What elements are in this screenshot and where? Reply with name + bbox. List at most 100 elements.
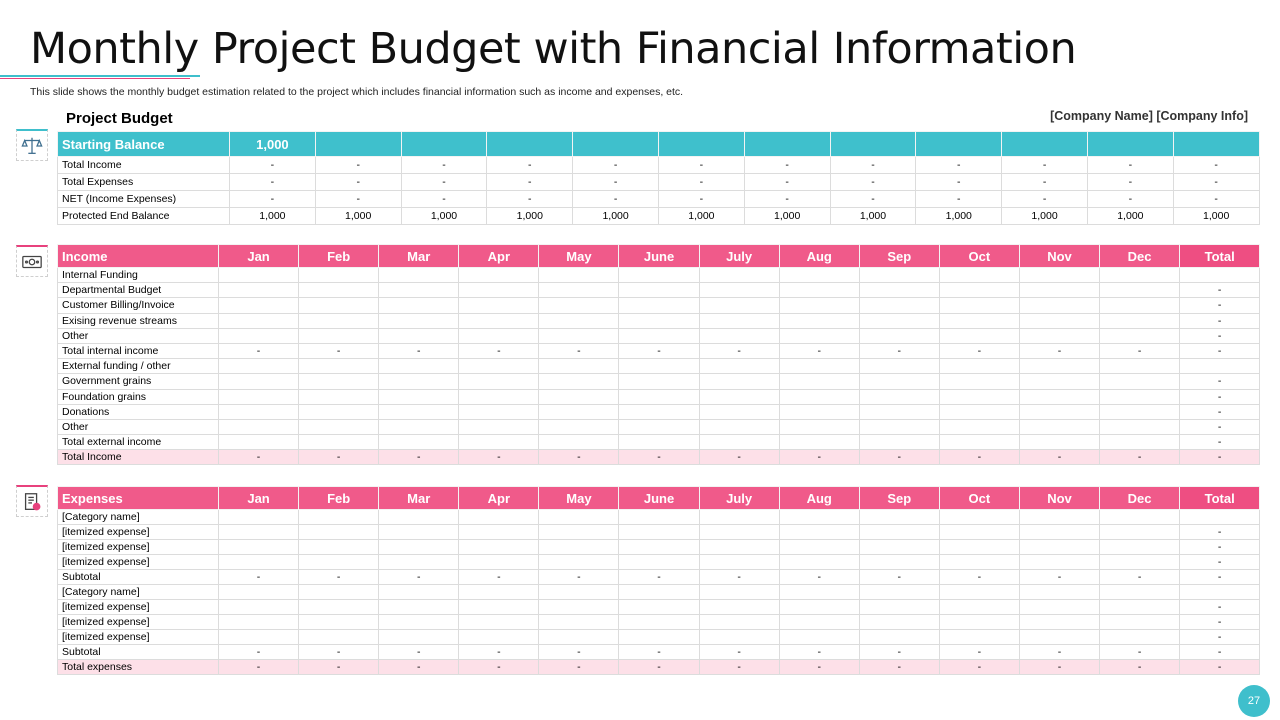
table-cell (538, 388, 620, 405)
table-cell (698, 312, 780, 329)
table-cell: - (778, 449, 860, 466)
table-cell (298, 403, 380, 420)
table-row: Exising revenue streams - (57, 312, 1261, 329)
table-cell: - (1179, 524, 1261, 540)
expenses-header-row: Expenses Jan Feb Mar Apr May June July Aug Sep Oct… (57, 486, 1261, 510)
row-label: Total expenses (57, 659, 219, 675)
table-cell (1099, 266, 1181, 284)
table-cell (217, 266, 300, 284)
table-cell (618, 524, 700, 540)
table-cell: - (486, 156, 574, 174)
table-cell: - (314, 156, 402, 174)
table-cell: - (1099, 449, 1181, 466)
table-cell (298, 539, 380, 555)
table-cell (378, 388, 460, 405)
table-cell (458, 312, 540, 329)
table-cell (458, 584, 540, 600)
table-cell (298, 388, 380, 405)
expenses-header-cell: Aug (778, 486, 860, 510)
table-row: [itemized expense] - (57, 614, 1261, 630)
table-cell (618, 418, 700, 436)
income-header-row: Income Jan Feb Mar Apr May June July Aug Sep Oct No… (57, 244, 1261, 268)
table-cell (298, 509, 380, 525)
table-row: [itemized expense] - (57, 599, 1261, 615)
table-cell: - (915, 190, 1003, 208)
table-cell: - (1179, 373, 1261, 390)
row-label: External funding / other (57, 358, 219, 375)
expenses-header-cell: July (698, 486, 780, 510)
table-cell (1179, 358, 1261, 375)
table-cell: - (1179, 449, 1261, 466)
table-cell (698, 403, 780, 420)
income-header-cell: June (618, 244, 700, 268)
table-cell (1018, 599, 1101, 615)
table-cell (618, 434, 700, 451)
table-cell (1018, 282, 1101, 299)
table-cell (458, 327, 540, 344)
table-cell (778, 297, 860, 314)
table-cell (938, 599, 1020, 615)
table-cell (778, 614, 860, 630)
row-label: [itemized expense] (57, 629, 219, 645)
table-cell: - (698, 644, 780, 660)
table-row: Total Expenses - - - - - - - - - - - - (57, 173, 1260, 191)
table-cell (778, 629, 860, 645)
table-cell (1099, 509, 1181, 525)
table-cell: - (486, 173, 574, 191)
table-cell (858, 327, 940, 344)
expenses-header-cell: June (618, 486, 700, 510)
table-cell (778, 266, 860, 284)
table-cell: - (938, 449, 1020, 466)
table-cell (858, 539, 940, 555)
table-cell (538, 554, 620, 570)
row-label: [itemized expense] (57, 554, 219, 570)
table-row: [itemized expense] - (57, 539, 1261, 555)
table-cell (378, 614, 460, 630)
table-cell (1099, 524, 1181, 540)
table-cell (778, 539, 860, 555)
page-title: Monthly Project Budget with Financial In… (30, 24, 1077, 74)
table-cell: - (778, 342, 860, 360)
table-cell: - (743, 156, 831, 174)
table-cell (217, 614, 300, 630)
table-cell (298, 418, 380, 436)
table-row: Total external income - (57, 434, 1261, 451)
table-cell: - (1179, 342, 1261, 360)
project-budget-table: Starting Balance 1,000 Total Income - - - - - - -… (57, 131, 1260, 225)
table-cell: - (778, 659, 860, 675)
row-label: Donations (57, 403, 219, 420)
income-header-cell: Jan (217, 244, 300, 268)
table-cell: 1,000 (1172, 207, 1260, 225)
table-cell: - (915, 173, 1003, 191)
table-cell (778, 599, 860, 615)
table-cell (858, 373, 940, 390)
table-cell: - (572, 156, 659, 174)
table-cell (618, 509, 700, 525)
table-row: Donations - (57, 403, 1261, 420)
table-cell (1018, 614, 1101, 630)
table-cell (378, 539, 460, 555)
table-cell (938, 524, 1020, 540)
table-cell: - (217, 644, 300, 660)
table-cell (938, 434, 1020, 451)
table-row: [itemized expense] - (57, 554, 1261, 570)
row-label: [itemized expense] (57, 539, 219, 555)
table-cell (618, 358, 700, 375)
table-cell (698, 327, 780, 344)
table-cell (1099, 584, 1181, 600)
table-cell: - (298, 659, 380, 675)
table-cell (938, 373, 1020, 390)
table-cell (378, 418, 460, 436)
table-cell: - (1099, 569, 1181, 585)
income-header-cell: Total (1179, 244, 1261, 268)
table-cell (458, 434, 540, 451)
table-cell: - (1179, 403, 1261, 420)
table-cell (698, 266, 780, 284)
table-cell: - (1001, 156, 1088, 174)
row-label: Departmental Budget (57, 282, 219, 299)
table-cell (938, 297, 1020, 314)
table-cell: - (778, 644, 860, 660)
expenses-header-cell: May (538, 486, 620, 510)
income-header-cell: Income (57, 244, 219, 268)
table-cell (1018, 434, 1101, 451)
